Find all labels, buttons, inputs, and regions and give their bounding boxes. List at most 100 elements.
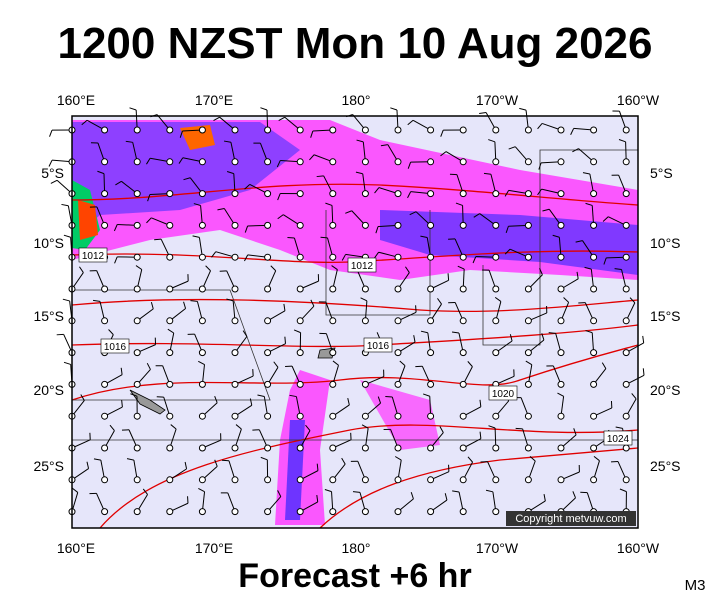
isobar-label-box [347, 257, 377, 273]
model-label: M3 [685, 577, 706, 594]
wind-barb [316, 175, 324, 178]
station [198, 508, 206, 516]
station [231, 444, 239, 452]
wind-barb [48, 159, 53, 167]
station [524, 158, 532, 166]
wind-barb [289, 394, 297, 398]
station [101, 221, 109, 229]
station [524, 412, 532, 420]
station [427, 476, 435, 484]
lat-label: 5°S [650, 165, 673, 181]
wind-barb [147, 194, 151, 202]
lat-label: 10°S [33, 235, 64, 251]
station [492, 444, 500, 452]
station [524, 317, 532, 325]
station [524, 380, 532, 388]
station [394, 253, 402, 261]
station [622, 190, 630, 198]
wind-barb [108, 329, 114, 335]
wind-barb [214, 396, 218, 403]
wind-barb [178, 157, 184, 164]
station [198, 253, 206, 261]
wind-barb [260, 107, 268, 111]
wind-barb [325, 202, 333, 206]
wind-barb [385, 395, 393, 398]
station [394, 190, 402, 198]
station [361, 508, 369, 516]
wind-barb [146, 217, 152, 224]
wind-barb [541, 333, 545, 341]
rain-core [380, 210, 638, 275]
lat-label: 20°S [33, 382, 64, 398]
station [394, 285, 402, 293]
station [296, 444, 304, 452]
lon-label: 170°E [195, 92, 233, 108]
station [492, 190, 500, 198]
wind-barb [341, 457, 346, 465]
wind-barb [276, 160, 281, 168]
station [264, 221, 272, 229]
lon-label: 160°E [57, 540, 95, 556]
station [101, 476, 109, 484]
wind-barb [316, 494, 319, 503]
station [590, 476, 598, 484]
station [231, 476, 239, 484]
station [361, 412, 369, 420]
station [329, 253, 337, 261]
station [557, 190, 565, 198]
map-frame [71, 115, 639, 529]
wind-barb [407, 161, 412, 169]
station [231, 508, 239, 516]
wind-barb [409, 211, 417, 216]
station [198, 380, 206, 388]
lat-label: 25°S [650, 458, 681, 474]
wind-barb [585, 330, 593, 334]
lat-label: 20°S [650, 382, 681, 398]
station [524, 190, 532, 198]
wind-barb [375, 226, 379, 234]
station [264, 285, 272, 293]
wind-barb [439, 426, 444, 433]
wind-barb [380, 144, 388, 147]
station [231, 221, 239, 229]
wind-barb [154, 238, 162, 241]
wind-barb [437, 298, 442, 305]
wind-barb [602, 216, 609, 222]
station [557, 412, 565, 420]
station [231, 412, 239, 420]
station [329, 412, 337, 420]
wind-barb [479, 112, 487, 114]
station [459, 380, 467, 388]
wind-barb [86, 461, 90, 469]
wind-barb [642, 368, 645, 376]
station [166, 317, 174, 325]
wind-barb [488, 139, 496, 143]
station [101, 285, 109, 293]
wind-barb [93, 458, 101, 461]
wind-barb [525, 360, 533, 366]
rain-heavy [78, 200, 98, 240]
station [459, 476, 467, 484]
station [622, 349, 630, 357]
wind-barb [167, 328, 174, 334]
wind-barb [80, 394, 85, 401]
wind-barb [193, 203, 201, 206]
station [557, 126, 565, 134]
station [361, 158, 369, 166]
wind-barb [483, 172, 492, 175]
wind-barb [479, 399, 482, 407]
wind-barb [249, 398, 253, 406]
wind-barb [244, 254, 249, 262]
wind-barb [485, 489, 493, 493]
station [133, 158, 141, 166]
wind-barb [593, 455, 600, 462]
station [394, 380, 402, 388]
isobar-label: 1016 [367, 341, 390, 352]
station [101, 190, 109, 198]
station [264, 253, 272, 261]
station [524, 126, 532, 134]
station [264, 349, 272, 357]
isobar-label-box [603, 430, 633, 446]
wind-barb [377, 396, 382, 404]
